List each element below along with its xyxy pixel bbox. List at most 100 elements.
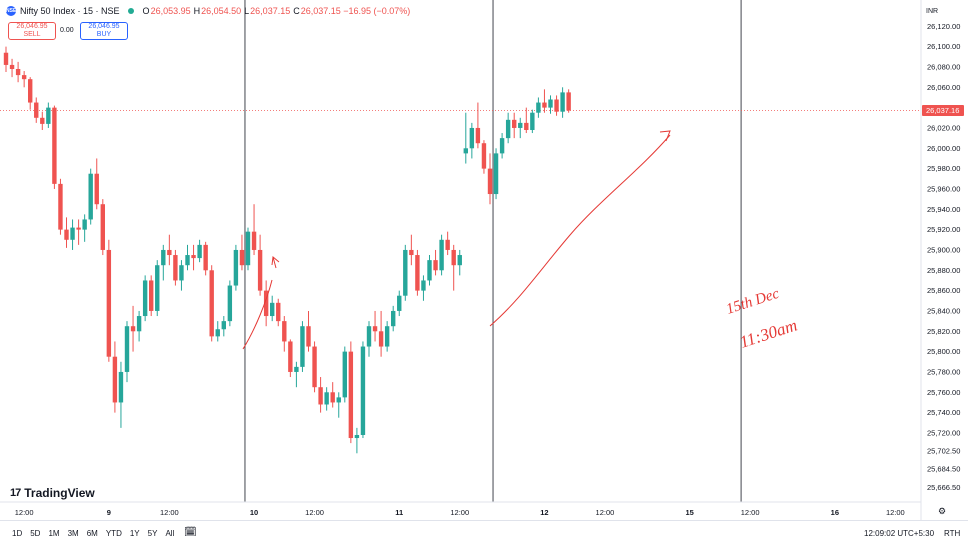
candle-body: [403, 249, 408, 296]
currency-label[interactable]: INR: [926, 8, 939, 15]
time-tick-label: 11: [395, 508, 403, 517]
candle-body: [263, 290, 269, 317]
range-1m[interactable]: 1M: [48, 529, 60, 538]
price-tick-label: 25,880.00: [927, 266, 960, 275]
time-tick-label: 12:00: [450, 508, 469, 517]
candle-body: [40, 117, 45, 124]
candle-body: [505, 119, 511, 139]
candle-body: [46, 107, 51, 124]
range-3m[interactable]: 3M: [67, 529, 79, 538]
goto-date-icon[interactable]: 🗓: [184, 527, 197, 538]
candle-body: [439, 239, 444, 271]
time-tick-label: 12:00: [305, 508, 324, 517]
session-rth[interactable]: RTH: [944, 529, 961, 538]
axis-settings-icon[interactable]: ⚙: [938, 506, 947, 516]
candle-body: [433, 260, 438, 271]
price-tick-label: 26,120.00: [927, 22, 960, 31]
price-tick-label: 25,666.50: [927, 483, 960, 492]
candle-body: [251, 231, 257, 250]
candle-body: [191, 255, 196, 259]
candle-body: [173, 255, 178, 281]
price-tick-label: 25,900.00: [927, 246, 960, 255]
range-all[interactable]: All: [165, 529, 175, 538]
candle-body: [21, 75, 27, 80]
candle-body: [318, 387, 323, 405]
candle-body: [28, 79, 33, 103]
price-tick-label: 25,720.00: [927, 429, 960, 438]
candle-body: [239, 249, 245, 266]
candle-body: [330, 392, 335, 403]
candle-body: [342, 351, 347, 398]
ohlc-open: O26,053.95: [142, 6, 191, 16]
candle-body: [445, 239, 450, 250]
candle-body: [167, 249, 172, 256]
chart-header: NSE Nifty 50 Index · 15 · NSE O26,053.95…: [6, 6, 410, 16]
candle-body: [463, 148, 468, 154]
price-tick-label: 26,060.00: [927, 83, 960, 92]
candle-body: [3, 52, 9, 65]
sell-label: SELL: [23, 31, 41, 38]
candle-body: [288, 341, 293, 372]
ohlc-low: L26,037.15: [244, 6, 291, 16]
trend-line-1: [242, 279, 273, 350]
time-tick-label: 12:00: [15, 508, 34, 517]
range-ytd[interactable]: YTD: [105, 529, 122, 538]
buy-label: BUY: [96, 31, 112, 38]
candle-body: [233, 249, 239, 286]
candle-body: [245, 231, 251, 266]
price-chart[interactable]: 15th Dec 11:30am 25,666.50 25,684.50 25,70…: [0, 0, 968, 520]
range-6m[interactable]: 6M: [86, 529, 98, 538]
time-tick-label: 12:00: [160, 508, 179, 517]
sell-button[interactable]: 26,046.95 SELL: [8, 22, 56, 40]
trend-arrow-1: [271, 256, 280, 269]
candle-body: [312, 346, 317, 388]
buy-button[interactable]: 26,046.95 BUY: [80, 22, 128, 40]
symbol-icon[interactable]: NSE: [6, 6, 17, 16]
range-1d[interactable]: 1D: [12, 529, 23, 538]
candle-body: [512, 119, 517, 128]
price-tick-label: 25,980.00: [927, 164, 960, 173]
price-tick-label: 25,920.00: [927, 225, 960, 234]
range-1y[interactable]: 1Y: [129, 529, 140, 538]
price-tick-label: 25,860.00: [927, 286, 960, 295]
candle-body: [112, 356, 118, 403]
candle-body: [70, 227, 75, 240]
price-tick-label: 25,800.00: [927, 347, 960, 356]
candle-body: [58, 183, 63, 230]
candle-body: [378, 331, 384, 347]
symbol-title[interactable]: Nifty 50 Index · 15 · NSE: [20, 6, 120, 16]
time-tick-label: 15: [685, 508, 693, 517]
candle-body: [179, 265, 184, 281]
price-tick-label: 26,020.00: [927, 124, 960, 133]
candle-body: [481, 143, 487, 169]
candle-body: [257, 249, 263, 291]
tradingview-logo[interactable]: 17 TradingView: [10, 486, 95, 500]
candle-body: [149, 280, 154, 311]
range-5y[interactable]: 5Y: [147, 529, 158, 538]
price-tick-label: 25,840.00: [927, 307, 960, 316]
candle-body: [457, 255, 462, 266]
buy-price: 26,046.95: [88, 23, 120, 30]
price-tick-label: 25,702.50: [927, 446, 960, 455]
candle-body: [324, 392, 329, 405]
candle-body: [82, 219, 87, 230]
candle-body: [161, 249, 166, 266]
candlestick-series: [3, 46, 571, 454]
clock-timezone[interactable]: 12:09:02 UTC+5:30: [864, 529, 935, 538]
ohlc-high: H26,054.50: [193, 6, 242, 16]
candle-body: [415, 255, 420, 291]
price-tick-label: 25,684.50: [927, 465, 960, 474]
candle-body: [94, 173, 99, 205]
price-axis[interactable]: 25,666.50 25,684.50 25,702.50 25,720.00 25,7…: [927, 22, 960, 492]
candle-body: [524, 122, 529, 130]
candle-body: [64, 229, 69, 240]
candle-body: [209, 270, 214, 337]
range-5d[interactable]: 5D: [30, 529, 41, 538]
candle-body: [475, 127, 481, 144]
time-axis[interactable]: 12:00 9 12:00 10 12:00 11 12:00 12 12:00 15 12:00 1…: [15, 508, 905, 517]
tradingview-logo-text: TradingView: [24, 486, 95, 500]
candle-body: [9, 64, 15, 69]
candle-body: [282, 321, 287, 342]
sell-price: 26,046.95: [16, 23, 48, 30]
candle-body: [88, 173, 93, 220]
